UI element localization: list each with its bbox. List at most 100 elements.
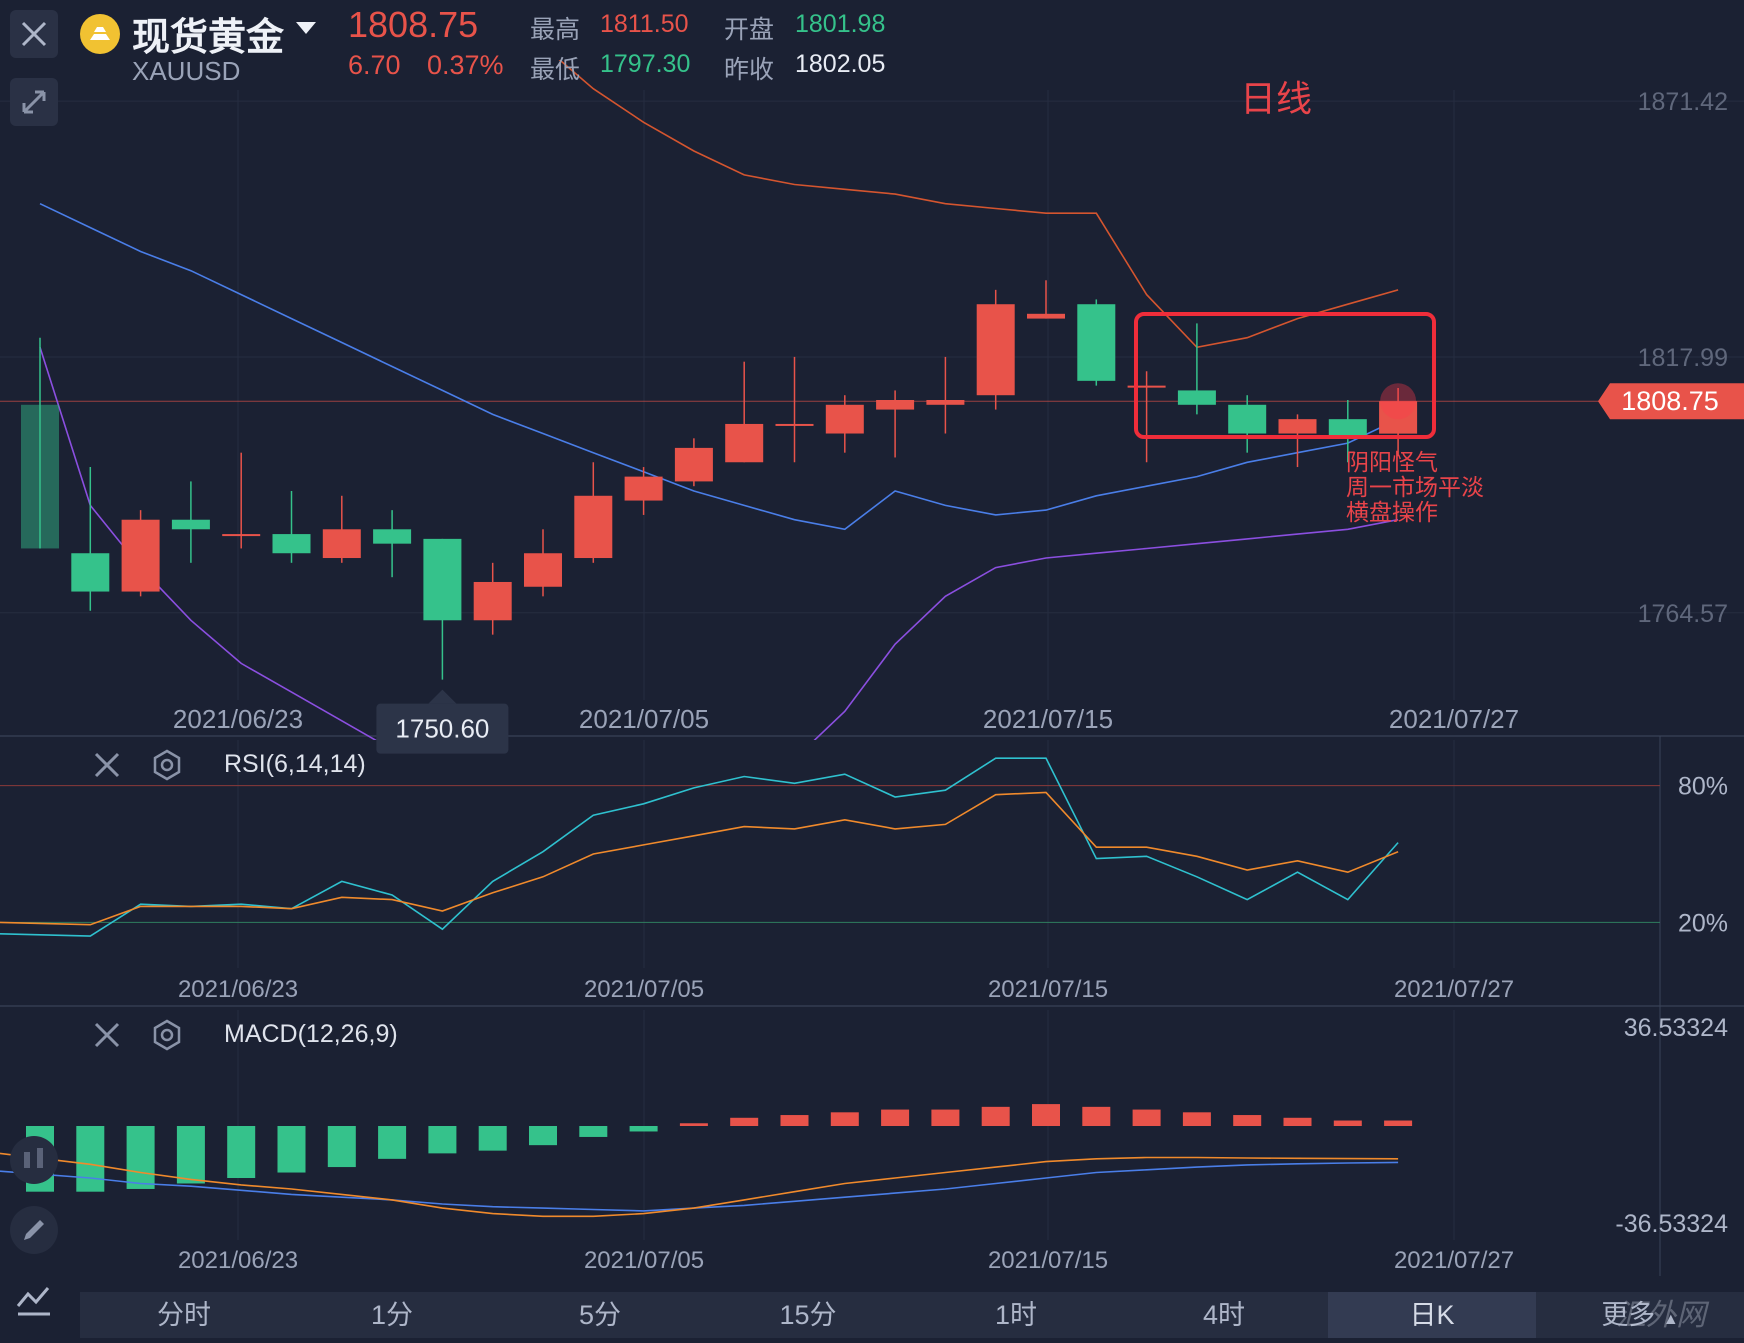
candle-body: [624, 476, 663, 501]
macd-histogram-bar: [1182, 1112, 1211, 1126]
tab-1hour[interactable]: 1时: [994, 1300, 1038, 1330]
tab-4hour[interactable]: 4时: [1202, 1300, 1246, 1330]
date-tick-label: 2021/07/05: [584, 1247, 704, 1274]
macd-histogram-bar: [579, 1126, 608, 1137]
macd-label: MACD(12,26,9): [224, 1020, 398, 1048]
rsi-label: RSI(6,14,14): [224, 750, 366, 778]
instrument-title[interactable]: 现货黄金: [132, 17, 285, 59]
candle-body: [1278, 419, 1317, 434]
date-tick-label: 2021/07/27: [1394, 976, 1514, 1003]
candle-body: [423, 538, 462, 621]
line-chart-icon: [16, 1287, 50, 1316]
date-tick-label: 2021/07/05: [584, 976, 704, 1003]
price-change-pct: 0.37%: [427, 50, 504, 80]
pencil-icon: [24, 1220, 44, 1240]
candle-body: [1027, 313, 1065, 319]
candle-body: [272, 534, 311, 554]
macd-close-button[interactable]: [90, 1018, 124, 1057]
min-price-pointer: [428, 689, 457, 704]
macd-histogram-bar: [1384, 1120, 1413, 1126]
low-label: 最低: [530, 56, 581, 84]
macd-histogram-bar: [1333, 1120, 1362, 1126]
candle-body: [121, 519, 160, 592]
macd-histogram-bar: [679, 1123, 708, 1126]
macd-histogram-bar: [378, 1126, 407, 1159]
macd-dif-line: [0, 1161, 1399, 1212]
last-candle-glow: [1380, 383, 1417, 420]
candle-tool-button[interactable]: [10, 1136, 58, 1184]
candle-body: [524, 553, 562, 587]
date-tick-label: 2021/06/23: [178, 1247, 298, 1274]
note-line-1: 阴阳怪气: [1346, 449, 1438, 475]
period-annotation: 日线: [1240, 78, 1313, 119]
collapse-button[interactable]: [10, 78, 58, 126]
candle-body: [1127, 385, 1166, 388]
candle-body: [926, 400, 965, 405]
current-price-tag: [1598, 383, 1744, 420]
macd-histogram-bar: [126, 1126, 155, 1189]
macd-histogram-bar: [227, 1126, 256, 1179]
date-tick-label: 2021/07/05: [579, 704, 709, 734]
rsi-tick-label: 80%: [1678, 773, 1728, 801]
draw-tool-button[interactable]: [10, 1206, 58, 1254]
candle-body: [876, 400, 915, 410]
highlight-box: [1134, 312, 1436, 439]
prev-close-label: 昨收: [724, 56, 775, 84]
chevron-down-icon[interactable]: [294, 20, 318, 41]
macd-histogram-bar: [931, 1109, 960, 1126]
timeframe-tabs: 分时 1分 5分 15分 1时 4时 日K 更多 ▲: [80, 1292, 1744, 1338]
tab-5min[interactable]: 5分: [578, 1300, 622, 1330]
indicator-tool-button[interactable]: [10, 1276, 58, 1324]
note-line-3: 横盘操作: [1346, 499, 1438, 525]
settings-hexagon-icon: [153, 1019, 181, 1051]
macd-histogram-bar: [478, 1126, 507, 1151]
boll-lower-line: [39, 347, 1399, 740]
candle-body: [1177, 390, 1216, 405]
candle-body: [825, 404, 864, 434]
macd-histogram-bar: [780, 1115, 809, 1126]
macd-tick-label: 36.53324: [1624, 1014, 1728, 1042]
close-icon: [94, 1022, 120, 1048]
min-price-tag: [376, 703, 509, 754]
macd-histogram-bar: [1132, 1109, 1161, 1126]
boll-upper-line: [558, 60, 1399, 349]
date-tick-label: 2021/07/27: [1394, 1247, 1514, 1274]
candle-body: [222, 534, 261, 537]
rsi-close-button[interactable]: [90, 748, 124, 787]
candle-body: [171, 519, 210, 530]
macd-histogram-bar: [1233, 1115, 1262, 1126]
high-label: 最高: [530, 16, 581, 44]
macd-settings-button[interactable]: [150, 1018, 184, 1057]
tab-daily[interactable]: 日K: [1328, 1292, 1536, 1338]
date-tick-label: 2021/06/23: [173, 704, 303, 734]
date-tick-label: 2021/07/15: [988, 976, 1108, 1003]
current-price-text: 1808.75: [1621, 386, 1719, 416]
tab-more[interactable]: 更多 ▲: [1536, 1292, 1744, 1338]
date-tick-label: 2021/06/23: [178, 976, 298, 1003]
collapse-arrows-icon: [22, 90, 46, 114]
macd-histogram-bar: [1032, 1104, 1060, 1126]
macd-histogram-bar: [1082, 1106, 1111, 1126]
candle-body: [976, 304, 1015, 396]
macd-histogram-bar: [176, 1126, 205, 1184]
prev-close-value: 1802.05: [795, 50, 886, 78]
tab-1min[interactable]: 1分: [370, 1300, 414, 1330]
tab-fenshi[interactable]: 分时: [157, 1300, 211, 1330]
close-icon: [21, 21, 47, 47]
note-line-2: 周一市场平淡: [1346, 474, 1484, 500]
candle-body: [322, 529, 361, 559]
settings-hexagon-icon: [153, 749, 181, 781]
candle-body: [71, 553, 110, 592]
low-value: 1797.30: [600, 50, 691, 78]
macd-histogram-bar: [981, 1106, 1010, 1126]
macd-histogram-bar: [529, 1126, 557, 1146]
close-button[interactable]: [10, 10, 58, 58]
price-change: 6.70: [348, 50, 401, 80]
candle-body: [373, 529, 412, 544]
candlestick-icon: [24, 1148, 43, 1168]
macd-dea-line: [0, 1152, 1399, 1218]
tab-15min[interactable]: 15分: [779, 1300, 837, 1330]
high-value: 1811.50: [600, 10, 689, 38]
rsi-settings-button[interactable]: [150, 748, 184, 787]
